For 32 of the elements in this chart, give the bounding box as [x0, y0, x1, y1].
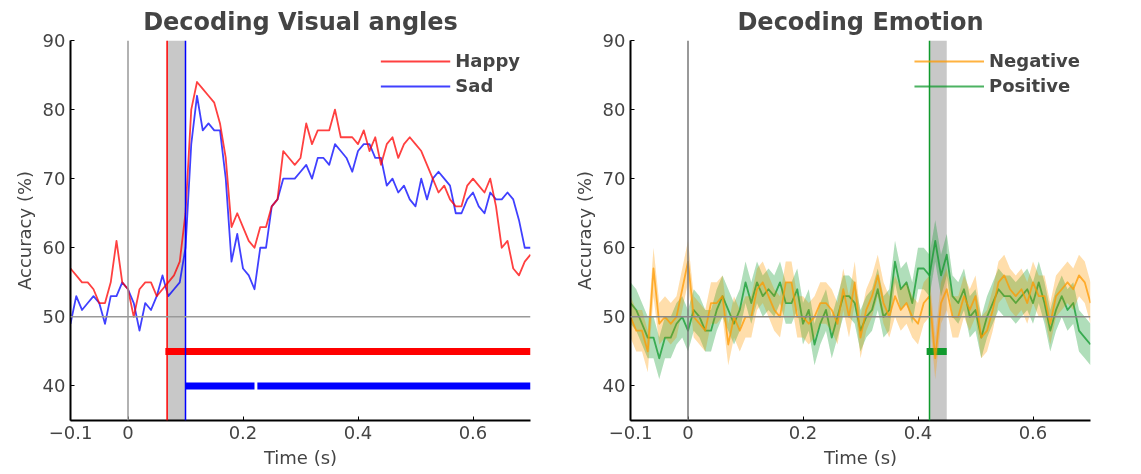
x-tick-label: 0 — [122, 421, 134, 443]
x-tick-label: 0.4 — [343, 421, 373, 443]
legend-label: Positive — [988, 75, 1071, 96]
y-axis-title: Accuracy (%) — [13, 170, 35, 291]
x-axis-title: Time (s) — [822, 446, 898, 468]
x-axis-title: Time (s) — [262, 446, 338, 468]
y-tick-label: 50 — [42, 306, 66, 328]
y-tick-label: 70 — [42, 168, 66, 190]
x-tick-label: −0.1 — [48, 421, 93, 443]
y-tick-label: 50 — [602, 306, 626, 328]
x-tick-label: 0.2 — [788, 421, 818, 443]
legend-label: Happy — [455, 50, 520, 71]
legend-label: Sad — [455, 75, 494, 96]
chart-title: Decoding Emotion — [737, 7, 984, 36]
x-tick-label: −0.1 — [608, 421, 653, 443]
y-tick-label: 60 — [602, 237, 626, 259]
y-tick-label: 90 — [602, 30, 626, 51]
legend-label: Negative — [988, 50, 1080, 71]
x-tick-label: 0 — [682, 421, 694, 443]
y-tick-label: 80 — [602, 99, 626, 121]
x-tick-label: 0.6 — [458, 421, 488, 443]
y-tick-label: 40 — [42, 375, 66, 397]
y-tick-label: 70 — [602, 168, 626, 190]
chart-title: Decoding Visual angles — [143, 7, 458, 36]
y-tick-label: 80 — [42, 99, 66, 121]
x-tick-label: 0.4 — [903, 421, 933, 443]
x-tick-label: 0.6 — [1018, 421, 1048, 443]
y-tick-label: 90 — [42, 30, 66, 51]
x-tick-label: 0.2 — [228, 421, 258, 443]
y-tick-label: 60 — [42, 237, 66, 259]
y-axis-title: Accuracy (%) — [573, 170, 595, 291]
y-tick-label: 40 — [602, 375, 626, 397]
